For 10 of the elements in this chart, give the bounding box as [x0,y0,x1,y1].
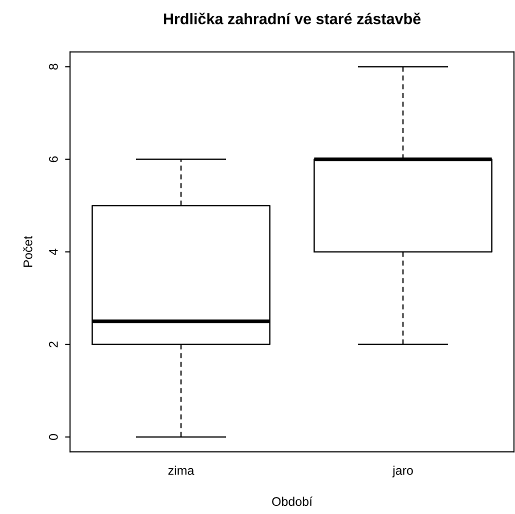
y-tick-label: 4 [49,248,58,256]
x-tick-label: zima [168,466,194,475]
chart-title: Hrdlička zahradní ve staré zástavbě [164,12,421,24]
y-tick-label: 2 [48,342,58,348]
x-tick-label: jaro [392,466,413,478]
y-tick-label: 8 [48,64,58,70]
x-axis-title: Období [272,496,312,506]
y-tick-label: 6 [48,156,58,162]
y-axis-title: Počet [23,236,32,267]
y-tick-label: 0 [48,434,58,440]
